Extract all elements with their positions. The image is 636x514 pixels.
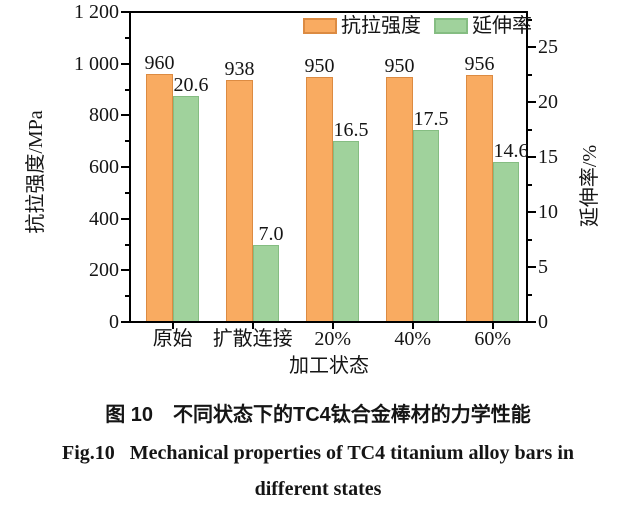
y-left-minor-tick xyxy=(125,36,129,39)
y-left-tick-label: 1 000 xyxy=(74,52,119,75)
x-tick xyxy=(331,323,334,329)
elongation-swatch-icon xyxy=(434,18,468,34)
x-tick-label: 原始 xyxy=(152,328,193,350)
x-tick xyxy=(171,323,174,329)
elongation-value-label: 14.6 xyxy=(493,139,529,162)
legend-label: 延伸率 xyxy=(472,15,532,37)
y-left-minor-tick xyxy=(125,191,129,194)
legend-item-tensile-strength: 抗拉强度 xyxy=(303,14,421,38)
y-left-major-tick xyxy=(121,62,129,65)
y-left-minor-tick xyxy=(125,243,129,246)
elongation-bar xyxy=(172,95,200,322)
x-tick-label: 40% xyxy=(394,328,432,350)
x-tick-label: 20% xyxy=(314,328,352,350)
y-left-major-tick xyxy=(121,269,129,272)
tensile-strength-bar xyxy=(146,74,173,322)
y-left-tick-label: 200 xyxy=(89,259,119,282)
y-axis-label-right: 延伸率/% xyxy=(579,144,601,228)
tensile-strength-bar xyxy=(466,75,493,322)
elongation-value-label: 17.5 xyxy=(413,107,449,130)
tensile-strength-value-label: 950 xyxy=(304,54,335,77)
y-right-major-tick xyxy=(528,211,536,214)
y-right-tick-label: 10 xyxy=(538,201,558,224)
elongation-value-label: 20.6 xyxy=(173,73,209,96)
y-right-minor-tick xyxy=(528,238,532,241)
elongation-value-label: 16.5 xyxy=(333,118,369,141)
caption-chinese: 图 10 不同状态下的TC4钛合金棒材的力学性能 xyxy=(105,404,531,426)
y-left-minor-tick xyxy=(125,140,129,143)
y-right-minor-tick xyxy=(528,183,532,186)
legend-item-elongation: 延伸率 xyxy=(434,14,532,38)
tensile-strength-bar xyxy=(226,79,253,322)
y-right-major-tick xyxy=(528,156,536,159)
y-left-tick-label: 0 xyxy=(109,311,119,333)
y-left-major-tick xyxy=(121,321,129,323)
tensile-strength-bar xyxy=(306,76,333,322)
y-left-minor-tick xyxy=(125,88,129,91)
elongation-bar xyxy=(252,245,280,322)
legend-label: 抗拉强度 xyxy=(341,15,421,37)
tensile-strength-swatch-icon xyxy=(303,18,337,34)
y-left-tick-label: 400 xyxy=(89,207,119,230)
caption-english-line2: different states xyxy=(254,478,382,500)
y-left-tick-label: 1 200 xyxy=(74,1,119,23)
y-left-minor-tick xyxy=(125,295,129,298)
x-tick xyxy=(491,323,494,329)
tensile-strength-value-label: 960 xyxy=(144,52,175,74)
y-right-minor-tick xyxy=(528,128,532,131)
y-left-major-tick xyxy=(121,166,129,168)
elongation-bar xyxy=(332,140,360,322)
y-right-tick-label: 20 xyxy=(538,91,558,114)
y-right-major-tick xyxy=(528,266,536,269)
tensile-strength-value-label: 938 xyxy=(224,57,255,80)
y-left-major-tick xyxy=(121,114,129,117)
x-tick xyxy=(411,323,414,329)
y-right-major-tick xyxy=(528,46,536,49)
elongation-bar xyxy=(412,129,440,322)
chart-area: 960 20.6 原始 938 7.0 扩散连接 950 16.5 20% 950 17.5 40% 9… xyxy=(74,1,558,350)
caption-english-line1: Fig.10 Mechanical properties of TC4 tita… xyxy=(61,442,575,464)
y-left-major-tick xyxy=(121,11,129,13)
legend: 抗拉强度 延伸率 xyxy=(303,14,532,38)
y-left-tick-label: 800 xyxy=(89,104,119,127)
y-right-tick-label: 0 xyxy=(538,311,548,333)
elongation-value-label: 7.0 xyxy=(258,223,284,246)
x-tick xyxy=(251,323,254,329)
y-right-minor-tick xyxy=(528,73,532,76)
y-right-minor-tick xyxy=(528,293,532,296)
tensile-strength-value-label: 956 xyxy=(464,53,495,76)
y-right-major-tick xyxy=(528,321,536,323)
y-axis-label-left: 抗拉强度/MPa xyxy=(25,110,47,234)
x-tick-label: 扩散连接 xyxy=(212,328,293,350)
tensile-strength-bar xyxy=(386,76,413,322)
y-left-tick-label: 600 xyxy=(89,156,119,178)
x-axis-label: 加工状态 xyxy=(289,355,369,377)
y-right-tick-label: 15 xyxy=(538,146,558,169)
y-right-tick-label: 25 xyxy=(538,36,558,59)
elongation-bar xyxy=(492,161,520,322)
y-left-major-tick xyxy=(121,217,129,220)
y-right-minor-tick xyxy=(528,18,532,21)
x-tick-label: 60% xyxy=(474,328,512,350)
y-right-tick-label: 5 xyxy=(538,256,548,279)
y-right-major-tick xyxy=(528,101,536,104)
tensile-strength-value-label: 950 xyxy=(384,54,415,77)
